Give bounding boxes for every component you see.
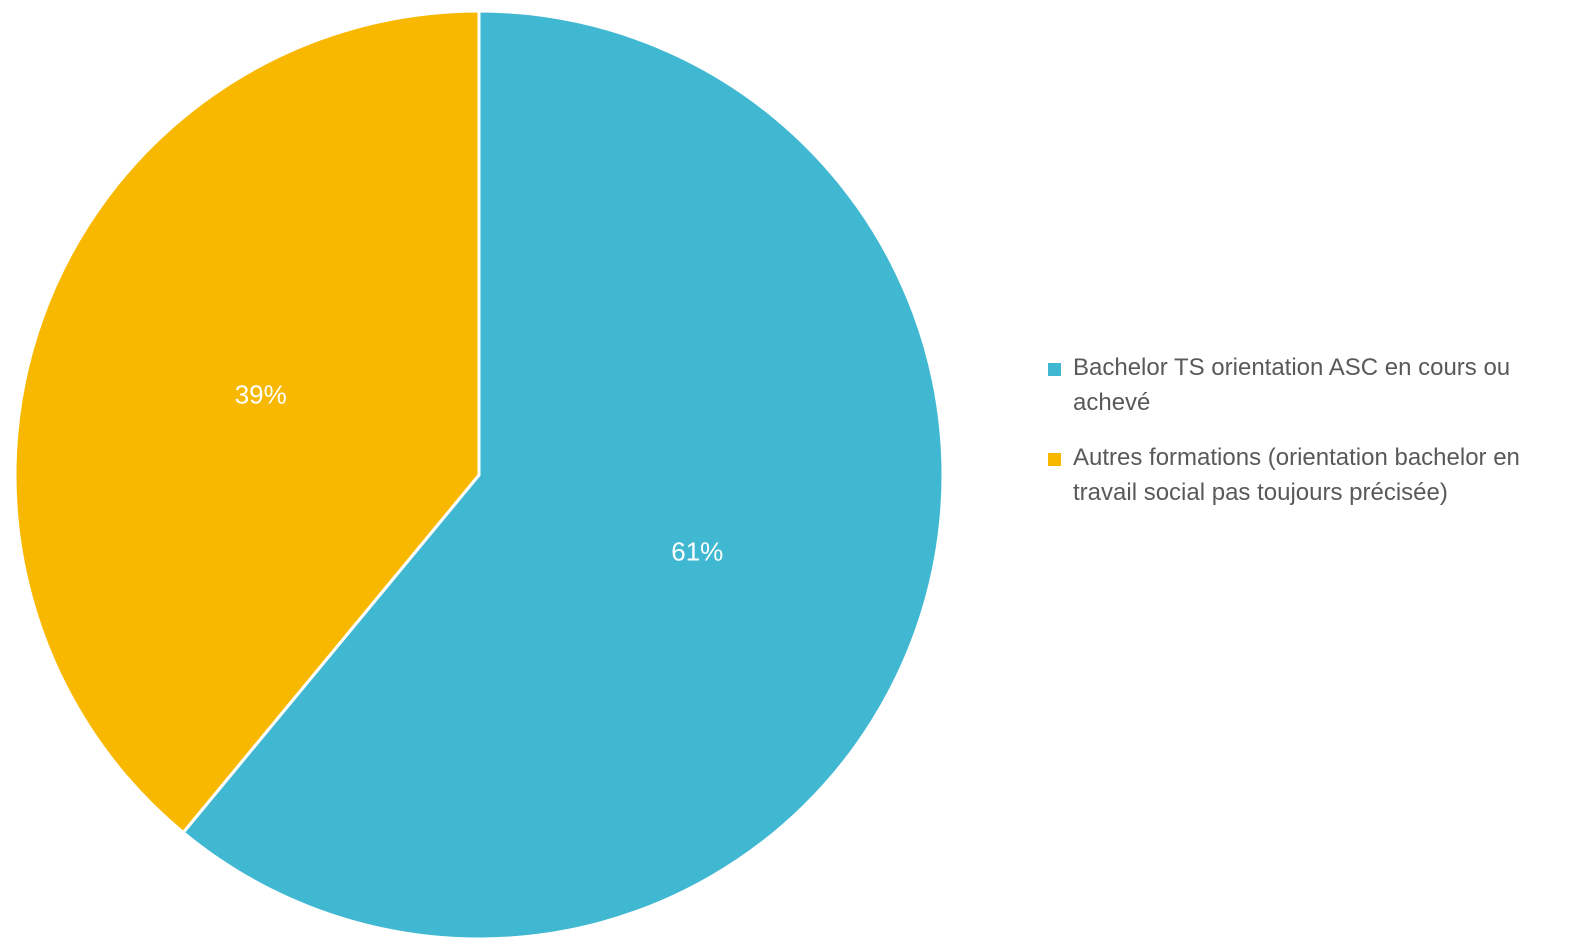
legend-item-autres: Autres formations (orientation bachelor … bbox=[1048, 440, 1578, 510]
chart-legend: Bachelor TS orientation ASC en cours ou … bbox=[1048, 350, 1578, 530]
legend-swatch-autres bbox=[1048, 453, 1061, 466]
legend-swatch-bachelor bbox=[1048, 363, 1061, 376]
legend-label-bachelor: Bachelor TS orientation ASC en cours ou … bbox=[1073, 354, 1511, 416]
pie-slice-bachelor bbox=[181, 9, 945, 941]
legend-label-autres: Autres formations (orientation bachelor … bbox=[1073, 444, 1520, 506]
pie-slice-autres bbox=[13, 9, 481, 835]
data-label-autres: 39% bbox=[235, 379, 287, 409]
legend-item-bachelor: Bachelor TS orientation ASC en cours ou … bbox=[1048, 350, 1578, 420]
data-label-bachelor: 61% bbox=[671, 536, 723, 566]
